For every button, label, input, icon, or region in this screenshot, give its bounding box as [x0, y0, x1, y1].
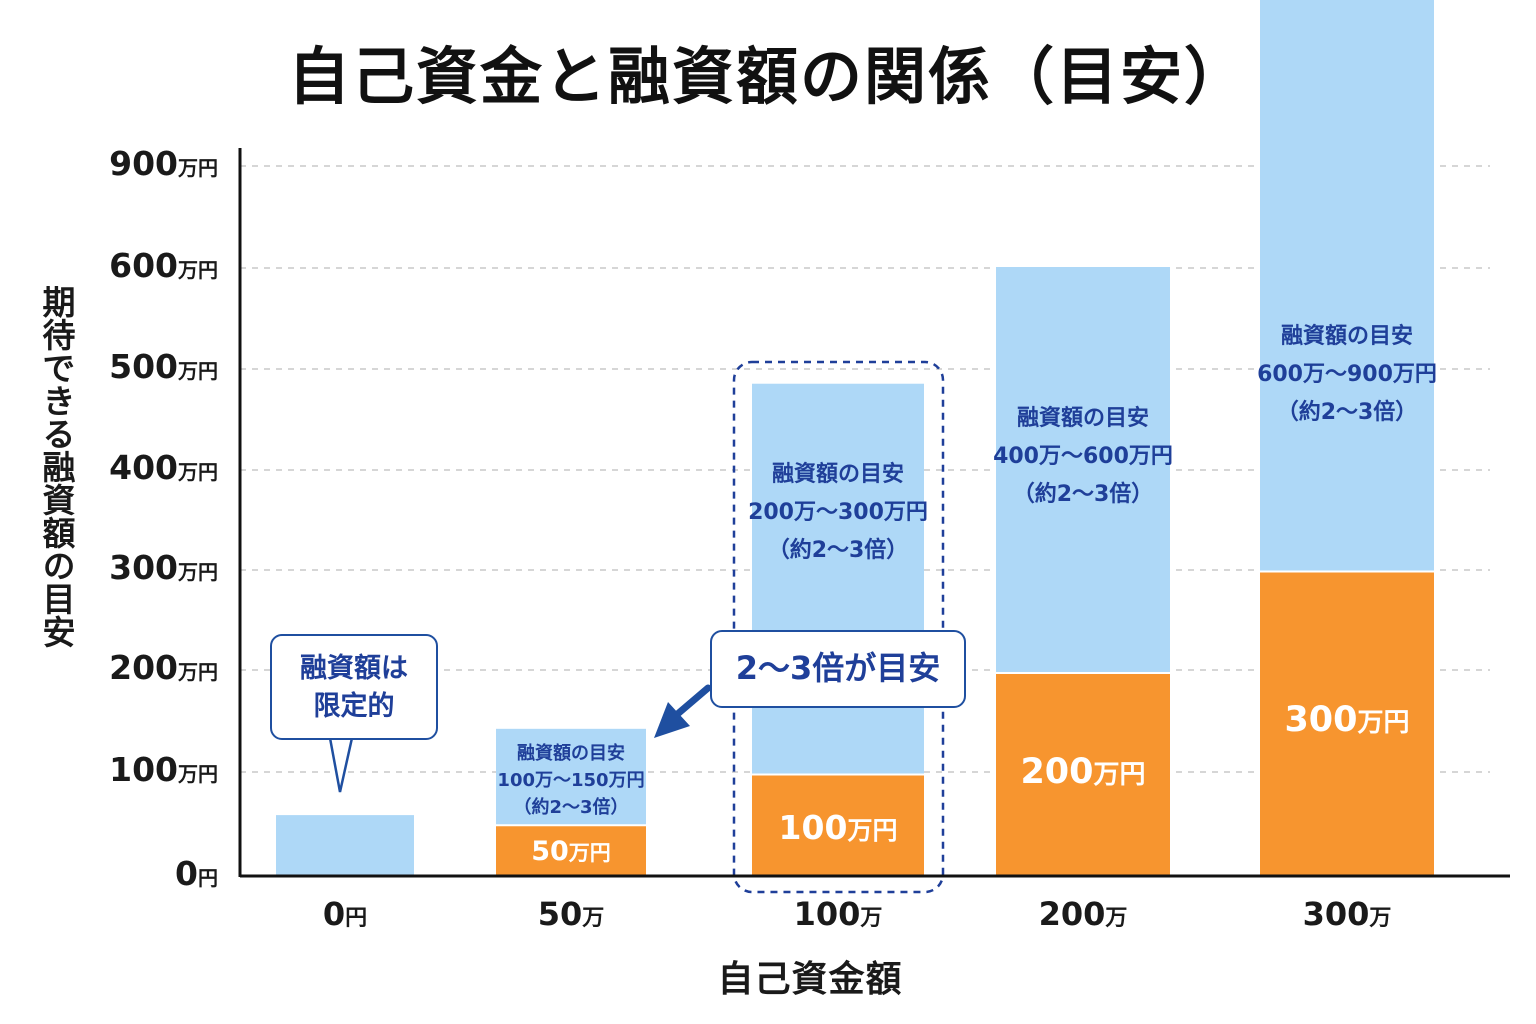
loan-range-line3: （約2〜3倍） [767, 538, 909, 563]
loan-range-label-4: 融資額の目安 600万〜900万円 （約2〜3倍） [1250, 318, 1444, 432]
x-tick-num: 200 [1038, 895, 1106, 933]
guide-arrow-shaft [670, 684, 712, 721]
loan-bar-2 [752, 383, 924, 775]
x-tick-label-4: 300万 [1267, 895, 1427, 933]
y-tick-num: 0 [175, 854, 198, 893]
equity-value-num: 200 [1020, 752, 1094, 792]
equity-value-num: 300 [1284, 700, 1358, 740]
x-tick-unit: 万 [582, 906, 605, 931]
y-tick-unit: 万円 [178, 762, 218, 786]
x-tick-unit: 万 [1369, 906, 1392, 931]
equity-value-label-4: 300万円 [1260, 700, 1434, 740]
loan-range-label-3: 融資額の目安 400万〜600万円 （約2〜3倍） [986, 400, 1180, 514]
y-tick-num: 600 [109, 246, 178, 285]
x-tick-label-1: 50万 [491, 895, 651, 933]
equity-bar-2 [752, 774, 924, 876]
y-tick-unit: 万円 [178, 359, 218, 383]
equity-bar-4 [1260, 571, 1434, 876]
x-tick-num: 300 [1302, 895, 1370, 933]
x-axis-label: 自己資金額 [717, 959, 903, 1000]
y-tick-label-600: 600万円 [109, 246, 218, 285]
loan-range-line2: 400万〜600万円 [993, 444, 1173, 469]
equity-value-num: 100 [778, 808, 848, 847]
loan-bar-0 [276, 815, 414, 876]
y-tick-num: 400 [109, 448, 178, 487]
guide-arrow-head [654, 702, 690, 738]
loan-range-line3: （約2〜3倍） [1276, 400, 1418, 425]
y-tick-unit: 円 [198, 866, 218, 890]
equity-bar-3 [996, 673, 1170, 876]
loan-bar-3 [996, 267, 1170, 673]
y-tick-label-900: 900万円 [109, 144, 218, 183]
y-tick-num: 300 [109, 548, 178, 587]
loan-bar-4 [1260, 0, 1434, 572]
loan-range-label-1: 融資額の目安 100万〜150万円 （約2〜3倍） [486, 740, 656, 821]
x-tick-label-2: 100万 [758, 895, 918, 933]
y-tick-label-0: 0円 [175, 854, 218, 893]
equity-value-unit: 万円 [568, 841, 611, 865]
guide-callout: 2〜3倍が目安 [710, 630, 966, 708]
loan-range-line1: 融資額の目安 [771, 462, 904, 487]
y-axis-label: 期待できる融資額の目安 [37, 285, 76, 648]
y-tick-unit: 万円 [178, 156, 218, 180]
y-tick-label-500: 500万円 [109, 347, 218, 386]
equity-value-num: 50 [531, 836, 569, 867]
x-tick-num: 100 [793, 895, 861, 933]
loan-range-label-2: 融資額の目安 200万〜300万円 （約2〜3倍） [742, 456, 934, 570]
x-tick-unit: 万 [860, 906, 883, 931]
limited-callout-line1: 融資額は [300, 653, 408, 684]
equity-bar-1 [496, 825, 646, 876]
equity-value-label-2: 100万円 [752, 808, 924, 847]
x-tick-unit: 円 [345, 906, 368, 931]
limited-callout-tail [328, 736, 354, 793]
equity-value-unit: 万円 [1093, 760, 1146, 790]
y-tick-unit: 万円 [178, 258, 218, 282]
equity-value-unit: 万円 [847, 816, 898, 845]
loan-range-line1: 融資額の目安 [1280, 324, 1413, 349]
limited-callout: 融資額は 限定的 [270, 634, 438, 740]
y-tick-num: 200 [109, 648, 178, 687]
y-tick-label-200: 200万円 [109, 648, 218, 687]
highlight-frame [732, 360, 945, 894]
x-tick-unit: 万 [1105, 906, 1128, 931]
equity-value-unit: 万円 [1357, 708, 1410, 738]
chart-title: 自己資金と融資額の関係（目安） [287, 40, 1248, 113]
loan-range-line2: 200万〜300万円 [748, 500, 928, 525]
y-tick-unit: 万円 [178, 460, 218, 484]
loan-range-line1: 融資額の目安 [517, 743, 625, 764]
equity-value-label-1: 50万円 [496, 836, 646, 867]
equity-value-label-3: 200万円 [996, 752, 1170, 792]
guide-callout-text: 2〜3倍が目安 [735, 649, 941, 687]
x-tick-num: 0 [322, 895, 346, 933]
x-tick-num: 50 [537, 895, 583, 933]
y-tick-num: 900 [109, 144, 178, 183]
y-tick-label-400: 400万円 [109, 448, 218, 487]
y-tick-label-300: 300万円 [109, 548, 218, 587]
x-tick-label-3: 200万 [1003, 895, 1163, 933]
x-tick-label-0: 0円 [265, 895, 425, 933]
loan-range-line3: （約2〜3倍） [513, 797, 629, 818]
y-tick-num: 100 [109, 750, 178, 789]
y-tick-label-100: 100万円 [109, 750, 218, 789]
y-tick-unit: 万円 [178, 560, 218, 584]
y-tick-unit: 万円 [178, 660, 218, 684]
y-tick-num: 500 [109, 347, 178, 386]
loan-range-line2: 600万〜900万円 [1257, 362, 1437, 387]
loan-range-line2: 100万〜150万円 [497, 770, 645, 791]
limited-callout-line2: 限定的 [313, 691, 395, 722]
loan-bar-1 [496, 728, 646, 826]
loan-range-line3: （約2〜3倍） [1012, 482, 1154, 507]
loan-range-line1: 融資額の目安 [1016, 406, 1149, 431]
